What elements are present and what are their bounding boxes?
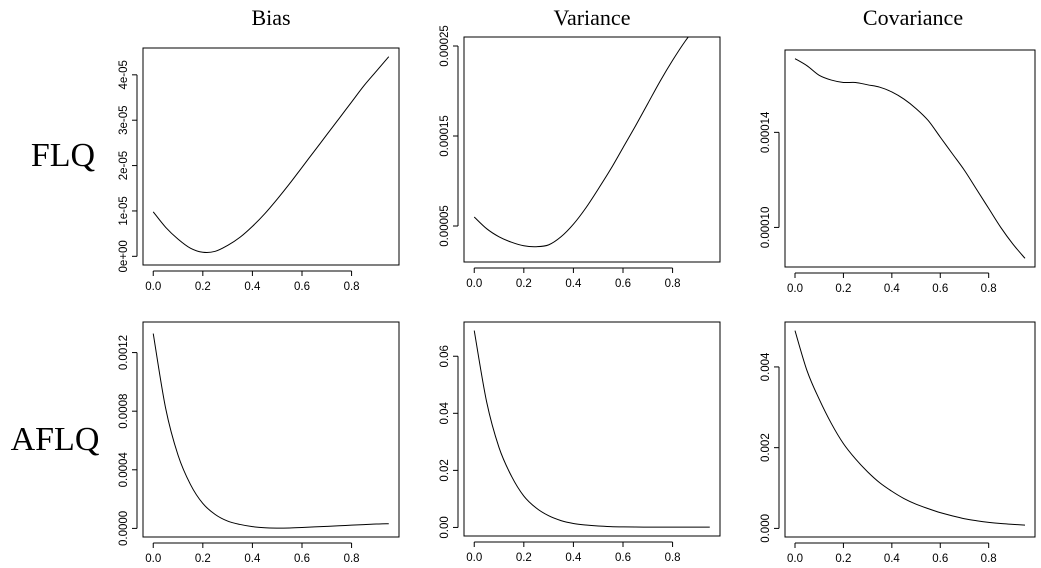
y-tick-label: 0.004 bbox=[760, 352, 772, 381]
x-tick-label: 0.4 bbox=[244, 553, 261, 565]
plot-frame bbox=[784, 49, 1036, 268]
plot-frame bbox=[463, 321, 721, 537]
plot-frame bbox=[463, 36, 721, 263]
panel-flq-variance: 0.0 0.2 0.4 0.6 0.8 0.00005 0.00015 0.00025 bbox=[439, 25, 721, 290]
x-tick-label: 0.6 bbox=[932, 553, 948, 565]
y-tick-label: 1e-05 bbox=[118, 196, 130, 225]
series-line bbox=[152, 333, 389, 529]
x-tick-label: 0.2 bbox=[195, 281, 211, 293]
x-tick-label: 0.4 bbox=[244, 281, 261, 293]
x-tick-label: 0.4 bbox=[884, 283, 901, 295]
x-tick-label: 0.8 bbox=[665, 278, 681, 290]
y-tick-label: 0e+00 bbox=[118, 240, 130, 272]
x-tick-label: 0.2 bbox=[195, 553, 211, 565]
x-tick-label: 0.4 bbox=[565, 552, 582, 564]
column-title-bias: Bias bbox=[251, 5, 290, 30]
x-tick-label: 0.6 bbox=[294, 553, 310, 565]
y-tick-label: 0.002 bbox=[760, 433, 772, 462]
y-tick-label: 0.0000 bbox=[118, 511, 130, 546]
y-tick-label: 0.00025 bbox=[439, 25, 451, 67]
x-tick-label: 0.8 bbox=[344, 553, 360, 565]
x-tick-label: 0.0 bbox=[145, 553, 161, 565]
y-tick-label: 0.0008 bbox=[118, 394, 130, 429]
panel-flq-covariance: 0.0 0.2 0.4 0.6 0.8 0.00010 0.00014 bbox=[760, 49, 1036, 295]
row-label-flq: FLQ bbox=[31, 137, 95, 174]
series-line bbox=[794, 58, 1026, 259]
panel-aflq-variance: 0.0 0.2 0.4 0.6 0.8 0.00 0.02 0.04 0.06 bbox=[439, 321, 721, 564]
x-tick-label: 0.8 bbox=[665, 552, 681, 564]
series-line bbox=[152, 56, 390, 253]
x-tick-label: 0.8 bbox=[344, 281, 360, 293]
x-tick-label: 0.4 bbox=[884, 553, 901, 565]
panel-flq-bias: 0.0 0.2 0.4 0.6 0.8 0e+00 1e-05 2e-05 3e-05 4e-05 bbox=[118, 47, 400, 293]
x-tick-label: 0.0 bbox=[466, 278, 482, 290]
x-tick-label: 0.0 bbox=[145, 281, 161, 293]
x-tick-label: 0.8 bbox=[981, 283, 997, 295]
y-tick-label: 0.00010 bbox=[760, 207, 772, 249]
plot-frame bbox=[142, 47, 400, 266]
column-title-variance: Variance bbox=[554, 5, 631, 30]
y-tick-label: 0.00014 bbox=[760, 111, 772, 153]
panel-aflq-covariance: 0.0 0.2 0.4 0.6 0.8 0.000 0.002 0.004 bbox=[760, 321, 1036, 565]
x-tick-label: 0.4 bbox=[565, 278, 582, 290]
series-line bbox=[473, 37, 689, 248]
plot-frame bbox=[142, 321, 400, 538]
y-tick-label: 4e-05 bbox=[118, 60, 130, 89]
x-tick-label: 0.0 bbox=[787, 553, 803, 565]
x-tick-label: 0.0 bbox=[787, 283, 803, 295]
y-tick-label: 0.000 bbox=[760, 514, 772, 543]
y-tick-label: 0.00015 bbox=[439, 115, 451, 157]
y-tick-label: 0.0012 bbox=[118, 335, 130, 370]
y-tick-label: 0.04 bbox=[439, 402, 451, 425]
x-tick-label: 0.6 bbox=[932, 283, 948, 295]
y-tick-label: 0.0004 bbox=[118, 452, 130, 488]
y-tick-label: 0.02 bbox=[439, 459, 451, 481]
row-label-aflq: AFLQ bbox=[11, 421, 100, 458]
column-title-covariance: Covariance bbox=[863, 5, 963, 30]
panels: 0.0 0.2 0.4 0.6 0.8 0e+00 1e-05 2e-05 3e-05 4e-05… bbox=[118, 25, 1036, 565]
x-tick-label: 0.2 bbox=[835, 283, 851, 295]
x-tick-label: 0.2 bbox=[516, 278, 532, 290]
x-tick-label: 0.6 bbox=[615, 552, 631, 564]
series-line bbox=[473, 330, 710, 528]
y-tick-label: 2e-05 bbox=[118, 151, 130, 180]
x-tick-label: 0.6 bbox=[294, 281, 310, 293]
series-line bbox=[794, 330, 1026, 526]
x-tick-label: 0.2 bbox=[516, 552, 532, 564]
y-tick-label: 3e-05 bbox=[118, 105, 130, 134]
x-tick-label: 0.0 bbox=[466, 552, 482, 564]
x-tick-label: 0.6 bbox=[615, 278, 631, 290]
y-tick-label: 0.06 bbox=[439, 345, 451, 367]
x-tick-label: 0.8 bbox=[981, 553, 997, 565]
y-tick-label: 0.00 bbox=[439, 516, 451, 538]
x-tick-label: 0.2 bbox=[835, 553, 851, 565]
panel-aflq-bias: 0.0 0.2 0.4 0.6 0.8 0.0000 0.0004 0.0008 0.0012 bbox=[118, 321, 400, 565]
plot-frame bbox=[784, 321, 1036, 538]
y-tick-label: 0.00005 bbox=[439, 205, 451, 247]
